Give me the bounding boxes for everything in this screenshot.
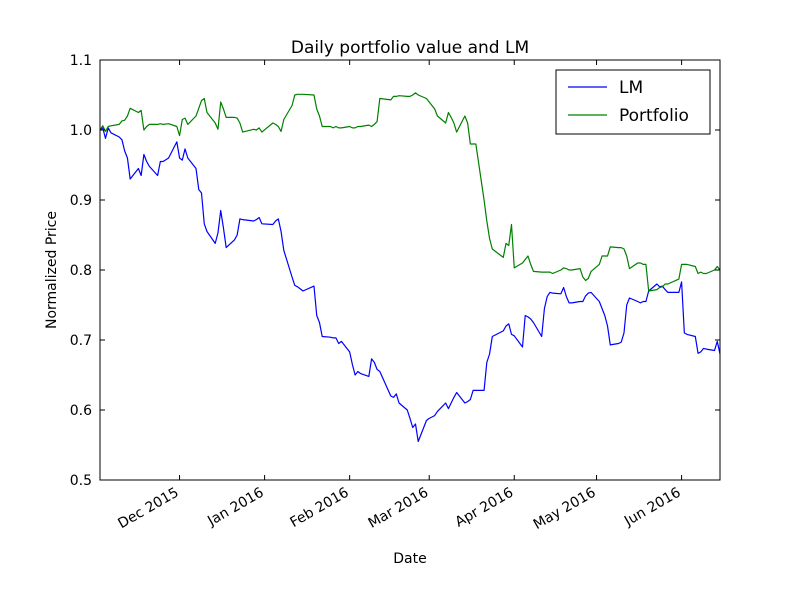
y-tick-label: 0.6 bbox=[70, 403, 92, 419]
y-tick-label: 0.7 bbox=[70, 333, 92, 349]
y-axis: 0.5 0.6 0.7 0.8 0.9 1.0 1.1 bbox=[70, 53, 720, 489]
y-tick-label: 1.0 bbox=[70, 123, 92, 139]
legend-label-portfolio: Portfolio bbox=[619, 106, 689, 126]
legend-label-lm: LM bbox=[619, 78, 643, 98]
x-axis-label: Date bbox=[393, 551, 426, 567]
y-axis-label: Normalized Price bbox=[44, 211, 60, 329]
legend-box bbox=[555, 69, 711, 135]
y-tick-label: 0.8 bbox=[70, 263, 92, 279]
legend: LM Portfolio bbox=[555, 69, 711, 135]
y-tick-label: 0.5 bbox=[70, 473, 92, 489]
chart-title: Daily portfolio value and LM bbox=[291, 38, 529, 58]
y-tick-label: 0.9 bbox=[70, 193, 92, 209]
series-line-lm bbox=[100, 127, 720, 443]
y-tick-label: 1.1 bbox=[70, 53, 92, 69]
series-line-portfolio bbox=[100, 92, 720, 292]
